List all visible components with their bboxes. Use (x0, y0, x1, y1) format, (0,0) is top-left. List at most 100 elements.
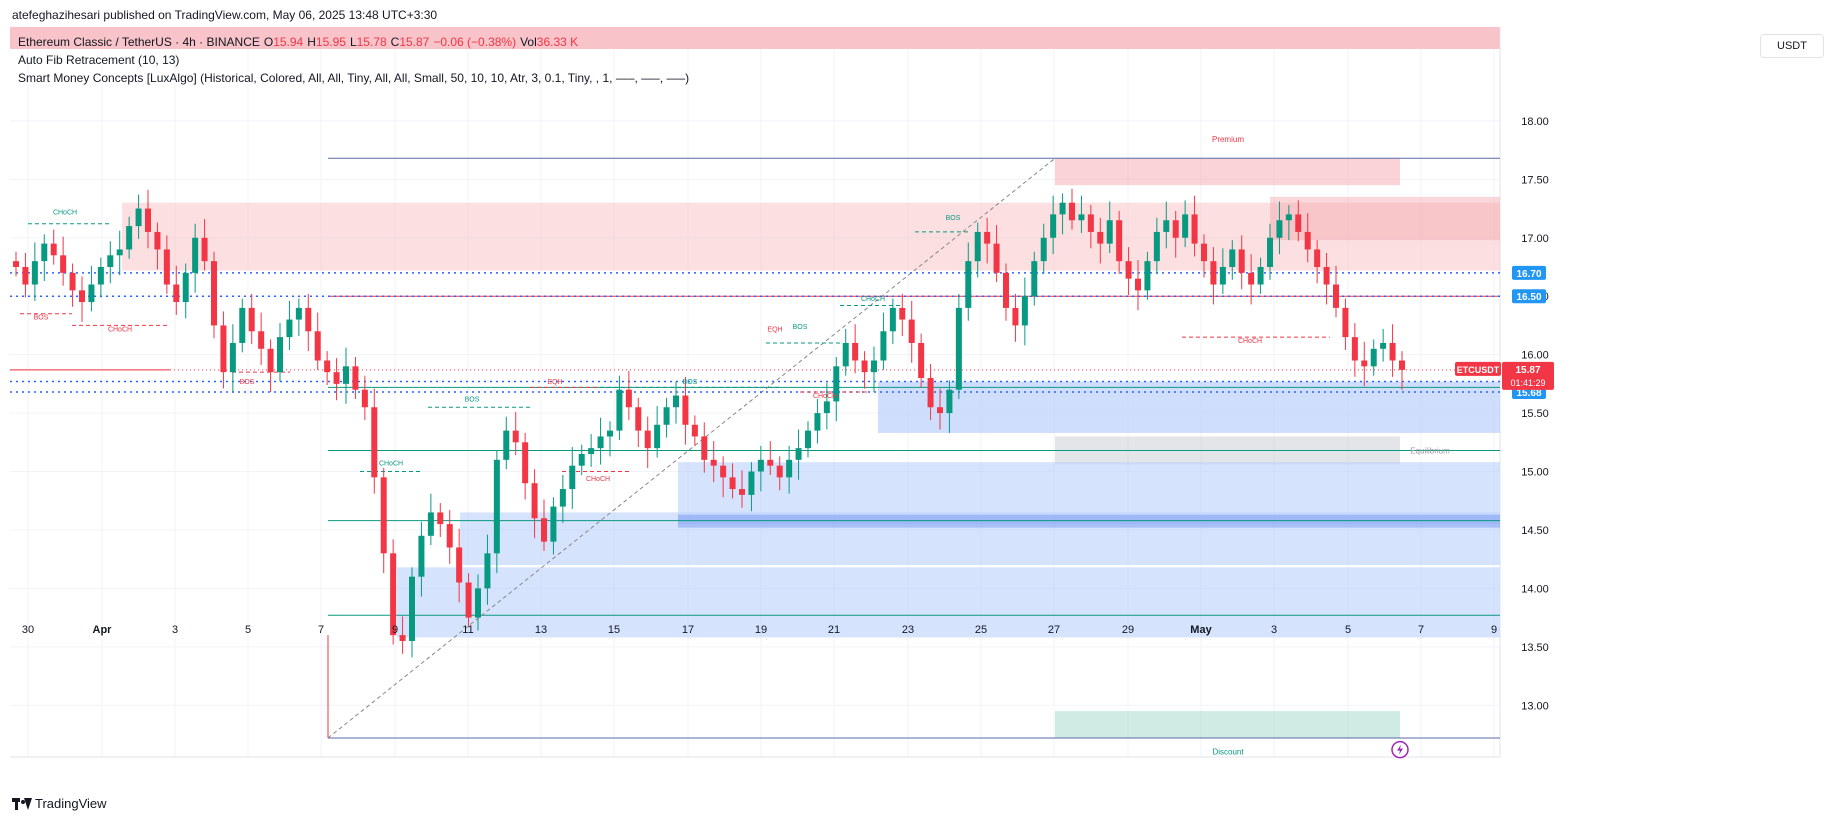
candle-body[interactable] (663, 407, 670, 425)
candle-body[interactable] (739, 489, 745, 495)
candle-body[interactable] (748, 471, 755, 495)
candle-body[interactable] (842, 342, 849, 367)
candle-body[interactable] (126, 226, 133, 250)
candle-body[interactable] (993, 243, 1000, 273)
candle-body[interactable] (295, 307, 302, 320)
currency-selector[interactable]: USDT (1760, 34, 1824, 58)
discount-zone[interactable] (1055, 711, 1400, 738)
candle-body[interactable] (361, 389, 368, 408)
candle-body[interactable] (729, 477, 736, 490)
candle-body[interactable] (927, 378, 934, 408)
candle-body[interactable] (701, 436, 708, 460)
candle-body[interactable] (1370, 348, 1377, 367)
candle-body[interactable] (352, 366, 359, 390)
candle-body[interactable] (682, 395, 689, 425)
candle-body[interactable] (673, 395, 679, 408)
candle-body[interactable] (908, 319, 915, 343)
candle-body[interactable] (41, 243, 48, 262)
candle-body[interactable] (154, 231, 161, 250)
candle-body[interactable] (475, 588, 481, 618)
candle-body[interactable] (13, 261, 19, 267)
candle-body[interactable] (1304, 231, 1311, 250)
candle-body[interactable] (805, 430, 811, 449)
candle-body[interactable] (456, 547, 463, 583)
candle-body[interactable] (767, 459, 774, 466)
chart-area[interactable]: CHoCH BOS CHoCH BOS BOS CHoCH EQH BOS CHoCH CHoCH… (10, 27, 1760, 789)
candle-body[interactable] (955, 307, 962, 390)
candle-body[interactable] (541, 518, 547, 542)
candle-body[interactable] (1059, 202, 1066, 215)
candle-body[interactable] (1219, 266, 1226, 285)
demand-zone-core[interactable] (678, 514, 1500, 528)
candle-body[interactable] (522, 442, 529, 484)
candle-body[interactable] (135, 208, 142, 227)
demand-zone-upper[interactable] (878, 381, 1500, 433)
candle-body[interactable] (823, 401, 830, 414)
candle-body[interactable] (937, 407, 943, 414)
candle-body[interactable] (588, 448, 595, 454)
candle-body[interactable] (1267, 237, 1273, 267)
candle-body[interactable] (578, 453, 585, 466)
candle-body[interactable] (1040, 237, 1047, 262)
candle-body[interactable] (1361, 360, 1368, 367)
candle-body[interactable] (1087, 214, 1094, 232)
demand-zone-lower[interactable] (460, 512, 1500, 566)
candle-body[interactable] (1050, 214, 1057, 238)
candle-body[interactable] (465, 582, 472, 618)
candle-body[interactable] (1210, 261, 1217, 285)
candle-body[interactable] (173, 284, 180, 303)
candle-body[interactable] (1248, 272, 1255, 285)
legend-symbol[interactable]: Ethereum Classic / TetherUS · 4h · BINAN… (18, 35, 260, 49)
candle-body[interactable] (720, 465, 727, 478)
candle-body[interactable] (201, 237, 208, 262)
candle-body[interactable] (1351, 337, 1358, 361)
candle-body[interactable] (965, 261, 972, 308)
candle-body[interactable] (182, 272, 189, 303)
candle-body[interactable] (597, 436, 604, 449)
candle-body[interactable] (192, 237, 199, 273)
candle-body[interactable] (852, 342, 859, 361)
candle-body[interactable] (1285, 214, 1292, 221)
candle-body[interactable] (427, 512, 434, 536)
candle-body[interactable] (1153, 231, 1160, 262)
candle-body[interactable] (220, 325, 227, 373)
candle-body[interactable] (163, 249, 170, 285)
candle-body[interactable] (248, 307, 255, 332)
candle-body[interactable] (1021, 296, 1028, 326)
candle-body[interactable] (559, 489, 566, 507)
candle-body[interactable] (239, 307, 246, 343)
candle-body[interactable] (1182, 214, 1189, 238)
candle-body[interactable] (1097, 231, 1104, 244)
candle-body[interactable] (1201, 243, 1207, 262)
demand-zone-bottom[interactable] (397, 567, 1500, 638)
candle-body[interactable] (1125, 261, 1132, 279)
candle-body[interactable] (1333, 284, 1339, 308)
candle-body[interactable] (31, 261, 38, 285)
candle-body[interactable] (833, 366, 840, 402)
candle-body[interactable] (946, 389, 953, 414)
candle-body[interactable] (1163, 220, 1170, 232)
candle-body[interactable] (757, 459, 764, 472)
candle-body[interactable] (644, 430, 651, 449)
candle-body[interactable] (324, 360, 331, 373)
candle-body[interactable] (1069, 202, 1075, 221)
candle-body[interactable] (691, 424, 698, 437)
candle-body[interactable] (60, 255, 67, 273)
candle-body[interactable] (918, 342, 925, 379)
candle-body[interactable] (211, 261, 217, 326)
candle-body[interactable] (710, 459, 717, 466)
candle-body[interactable] (1238, 249, 1245, 273)
candle-body[interactable] (786, 459, 793, 478)
candle-body[interactable] (1342, 307, 1349, 338)
candle-body[interactable] (116, 249, 123, 256)
candle-body[interactable] (1389, 342, 1396, 361)
candle-body[interactable] (69, 272, 76, 291)
candle-body[interactable] (984, 231, 991, 244)
candle-body[interactable] (286, 319, 293, 338)
candle-body[interactable] (607, 430, 613, 437)
candle-body[interactable] (314, 331, 321, 361)
candle-body[interactable] (79, 290, 85, 303)
candle-body[interactable] (97, 266, 104, 285)
price-chart[interactable]: CHoCH BOS CHoCH BOS BOS CHoCH EQH BOS CHoCH CHoCH… (10, 27, 1760, 789)
premium-zone[interactable] (1055, 158, 1400, 186)
